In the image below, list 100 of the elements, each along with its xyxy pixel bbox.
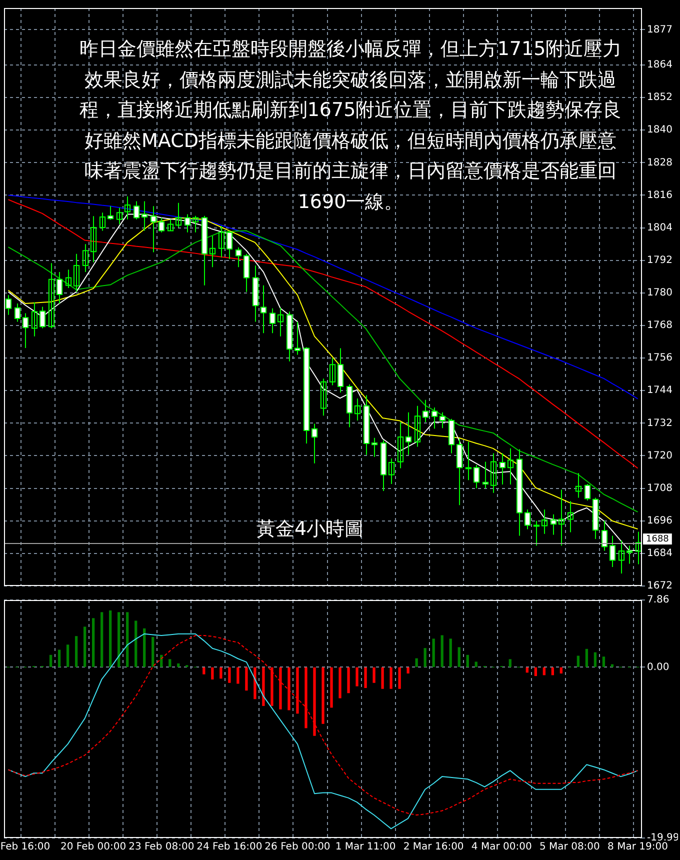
bar — [508, 659, 512, 667]
bar — [594, 652, 597, 667]
bar — [245, 667, 248, 691]
x-tick-label: 1 Mar 11:00 — [335, 842, 396, 853]
bar — [322, 667, 324, 724]
y-tick-label: 1840 — [647, 124, 672, 136]
bar — [576, 656, 580, 667]
candlestick — [209, 235, 216, 268]
candlestick — [175, 202, 182, 228]
y-tick-label: 1792 — [647, 254, 672, 266]
candlestick — [354, 398, 361, 421]
y-tick-label: 1768 — [647, 320, 672, 332]
x-tick-label: 23 Feb 08:00 — [128, 842, 194, 853]
ref-line-label: 1688 — [646, 534, 670, 544]
candlestick — [329, 358, 336, 386]
candlestick — [507, 448, 514, 486]
bar — [458, 647, 460, 667]
y-tick-label: 7.86 — [647, 594, 670, 606]
candlestick — [218, 225, 225, 258]
bar — [74, 636, 78, 667]
bar — [534, 667, 537, 676]
bar — [466, 654, 469, 667]
bar — [338, 667, 342, 698]
y-tick-label: 1720 — [647, 450, 672, 462]
x-tick-label: 26 Feb 00:00 — [264, 842, 330, 853]
bar — [381, 667, 384, 689]
candlestick — [575, 472, 582, 498]
bar — [585, 648, 588, 667]
x-tick-label: Feb 16:00 — [0, 842, 50, 853]
candlestick — [388, 458, 395, 484]
bar — [415, 658, 418, 667]
y-tick-label: 1852 — [647, 92, 672, 104]
candlestick — [320, 378, 327, 416]
bar — [66, 644, 70, 667]
bar — [202, 667, 206, 674]
bar — [220, 667, 222, 679]
y-tick-label: 1877 — [647, 24, 672, 36]
candlestick — [567, 500, 574, 533]
bar — [118, 612, 120, 667]
bar — [364, 667, 367, 688]
bar — [92, 618, 95, 667]
x-tick-label: 8 Mar 19:00 — [608, 842, 668, 853]
bar — [398, 667, 401, 689]
candlestick — [48, 262, 55, 329]
candlestick — [192, 215, 199, 233]
y-tick-label: 1732 — [647, 418, 672, 429]
bar — [356, 667, 358, 686]
y-tick-label: 1696 — [647, 515, 672, 526]
candlestick — [167, 218, 174, 232]
x-tick-label: 20 Feb 00:00 — [60, 842, 126, 853]
bar — [100, 612, 104, 667]
candlestick — [277, 307, 284, 337]
bar — [390, 667, 392, 689]
candlestick — [541, 508, 548, 534]
bar — [474, 662, 478, 667]
candlestick — [31, 302, 38, 337]
bar — [126, 612, 129, 667]
y-tick-label: 1816 — [647, 190, 672, 201]
y-tick-label: 1780 — [647, 288, 672, 299]
bar — [262, 667, 265, 706]
y-tick-label: 1708 — [647, 482, 672, 494]
candlestick — [82, 244, 89, 273]
bar — [279, 667, 282, 710]
bar — [168, 659, 172, 667]
bar — [236, 667, 240, 684]
y-tick-label: 1672 — [647, 580, 672, 592]
x-tick-label: 5 Mar 08:00 — [539, 842, 600, 853]
y-tick-label: 1756 — [647, 352, 672, 364]
bar — [372, 667, 376, 683]
x-tick-label: 24 Feb 16:00 — [196, 842, 262, 853]
bar — [152, 636, 154, 667]
y-tick-label: 1828 — [647, 157, 672, 168]
bar — [602, 656, 606, 667]
y-tick-label: 1684 — [647, 548, 672, 560]
candlestick — [90, 216, 97, 263]
bar — [424, 648, 426, 667]
y-tick-label: 1804 — [647, 222, 672, 234]
bar — [49, 654, 52, 667]
bar — [254, 667, 256, 700]
y-tick-label: 0.00 — [647, 662, 670, 673]
bar — [347, 667, 350, 694]
y-tick-label: 1864 — [647, 60, 672, 71]
bar — [449, 638, 452, 667]
candlestick — [99, 212, 106, 232]
bar — [177, 663, 180, 667]
x-tick-label: 4 Mar 00:00 — [471, 842, 532, 853]
bar — [143, 628, 146, 667]
annotation: 昨日金價雖然在亞盤時段開盤後小幅反彈，但上方1715附近壓力效果良好，價格兩度測試未能突破後回落，並開啟新一輪下跌過程，直接將近期低點刷新到1675附近位置，目前下跌趨勢保存良好雖然MACD指標未能跟隨價格破低，但短時間內價格仍承壓意味著震盪下行趨勢仍是目前的主旋律，日內留意價格是否能重回1690一線。 — [78, 37, 623, 214]
annotation: 黃金4小時圖 — [255, 517, 365, 542]
candlestick — [490, 452, 497, 494]
bar — [58, 650, 61, 667]
candlestick — [397, 422, 404, 469]
candlestick — [414, 405, 421, 448]
bar — [296, 667, 299, 714]
bar — [330, 667, 333, 708]
bar — [228, 667, 231, 683]
bar — [406, 667, 410, 674]
candlestick — [116, 207, 123, 225]
bar — [313, 667, 316, 736]
candlestick — [618, 540, 625, 574]
